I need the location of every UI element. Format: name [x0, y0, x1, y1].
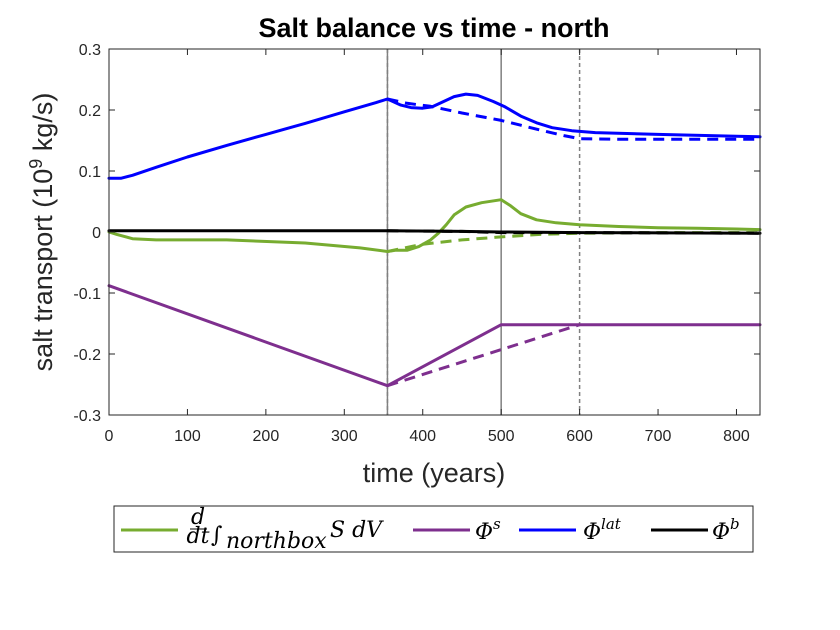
legend-label-phi-s: Φs: [475, 515, 501, 545]
x-tick-label-100: 100: [174, 428, 201, 445]
y-tick-label-2: -0.1: [73, 286, 101, 303]
y-axis-label: salt transport (109 kg/s): [26, 93, 58, 372]
x-tick-label-0: 0: [105, 428, 114, 445]
x-tick-label-500: 500: [488, 428, 515, 445]
y-tick-label-5: 0.2: [79, 103, 101, 120]
series-1-dashed-line: [386, 323, 581, 388]
legend-label-phi-b: Φb: [712, 515, 740, 545]
y-axis-label-unit: kg/s): [28, 93, 58, 159]
x-tick-label-600: 600: [566, 428, 593, 445]
y-tick-label-0: -0.3: [73, 408, 101, 425]
legend: d dt ∫ northbox S dV Φs Φlat Φb: [113, 505, 754, 554]
legend-phi-lat-base: Φ: [583, 520, 601, 545]
legend-dsdt-den: dt: [187, 524, 210, 549]
legend-phi-s-sup: s: [493, 515, 501, 533]
x-tick-label-300: 300: [331, 428, 358, 445]
y-tick-label-3: 0: [92, 225, 101, 242]
x-tick-label-700: 700: [645, 428, 672, 445]
legend-dsdt-num: d: [191, 505, 205, 530]
series-3-solid-line: [107, 229, 762, 235]
x-tick-label-800: 800: [723, 428, 750, 445]
legend-phi-lat-sup: lat: [601, 515, 622, 533]
y-tick-label-1: -0.2: [73, 347, 101, 364]
legend-dsdt-sub: northbox: [226, 529, 327, 554]
y-tick-label-6: 0.3: [79, 42, 101, 59]
x-tick-label-400: 400: [409, 428, 436, 445]
series-1-solid-line: [107, 284, 762, 388]
legend-dsdt-body: S dV: [330, 518, 384, 543]
legend-label-phi-lat: Φlat: [583, 515, 622, 545]
y-axis-label-text: salt transport (10: [28, 169, 58, 372]
y-tick-label-4: 0.1: [79, 164, 101, 181]
x-axis-label: time (years): [363, 458, 506, 488]
legend-label-dsdt: d dt ∫ northbox S dV: [187, 505, 385, 554]
legend-dsdt-integral: ∫: [211, 523, 223, 548]
x-tick-label-200: 200: [253, 428, 280, 445]
legend-phi-b-sup: b: [730, 515, 740, 533]
legend-phi-b-base: Φ: [712, 520, 730, 545]
chart-title: Salt balance vs time - north: [258, 13, 609, 43]
series-0-solid-line: [107, 198, 762, 253]
series-2-dashed-line: [387, 97, 760, 141]
legend-phi-s-base: Φ: [475, 520, 493, 545]
y-axis-label-exponent: 9: [26, 159, 46, 169]
series-2-solid-line: [107, 92, 762, 180]
